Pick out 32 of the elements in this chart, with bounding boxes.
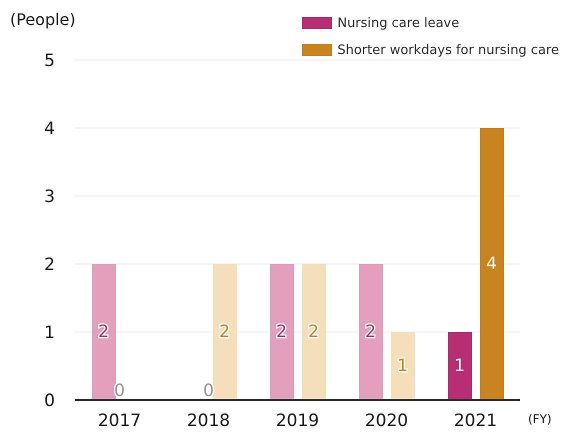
bar <box>270 264 294 400</box>
y-tick-label: 5 <box>44 51 55 72</box>
y-tick-label: 2 <box>44 255 55 276</box>
x-tick-label: 2018 <box>186 411 230 432</box>
data-label: 4 <box>486 254 497 274</box>
bar <box>92 264 116 400</box>
x-tick-label: 2019 <box>276 411 320 432</box>
annotation: 0 <box>203 381 214 401</box>
legend-label: Shorter workdays for nursing care <box>337 42 559 58</box>
x-tick-label: 2017 <box>98 411 142 432</box>
y-tick-label: 1 <box>44 323 55 344</box>
bar <box>302 264 326 400</box>
y-tick-label: 0 <box>44 391 55 412</box>
bar <box>359 264 383 400</box>
bar <box>213 264 237 400</box>
bar <box>391 332 415 400</box>
y-tick-label: 4 <box>44 119 55 140</box>
bar <box>480 128 504 400</box>
y-tick-label: 3 <box>44 187 55 208</box>
x-axis-title: (FY) <box>528 412 552 426</box>
data-label: 2 <box>276 322 287 342</box>
data-label: 2 <box>219 322 230 342</box>
y-axis-title: (People) <box>10 10 76 29</box>
bar <box>448 332 472 400</box>
x-tick-label: 2021 <box>454 411 498 432</box>
legend-label: Nursing care leave <box>337 16 460 30</box>
data-label: 2 <box>98 322 109 342</box>
x-tick-label: 2020 <box>364 411 408 432</box>
data-label: 2 <box>308 322 319 342</box>
data-label: 2 <box>365 322 376 342</box>
data-label: 1 <box>397 356 408 376</box>
data-label: 1 <box>454 356 465 376</box>
